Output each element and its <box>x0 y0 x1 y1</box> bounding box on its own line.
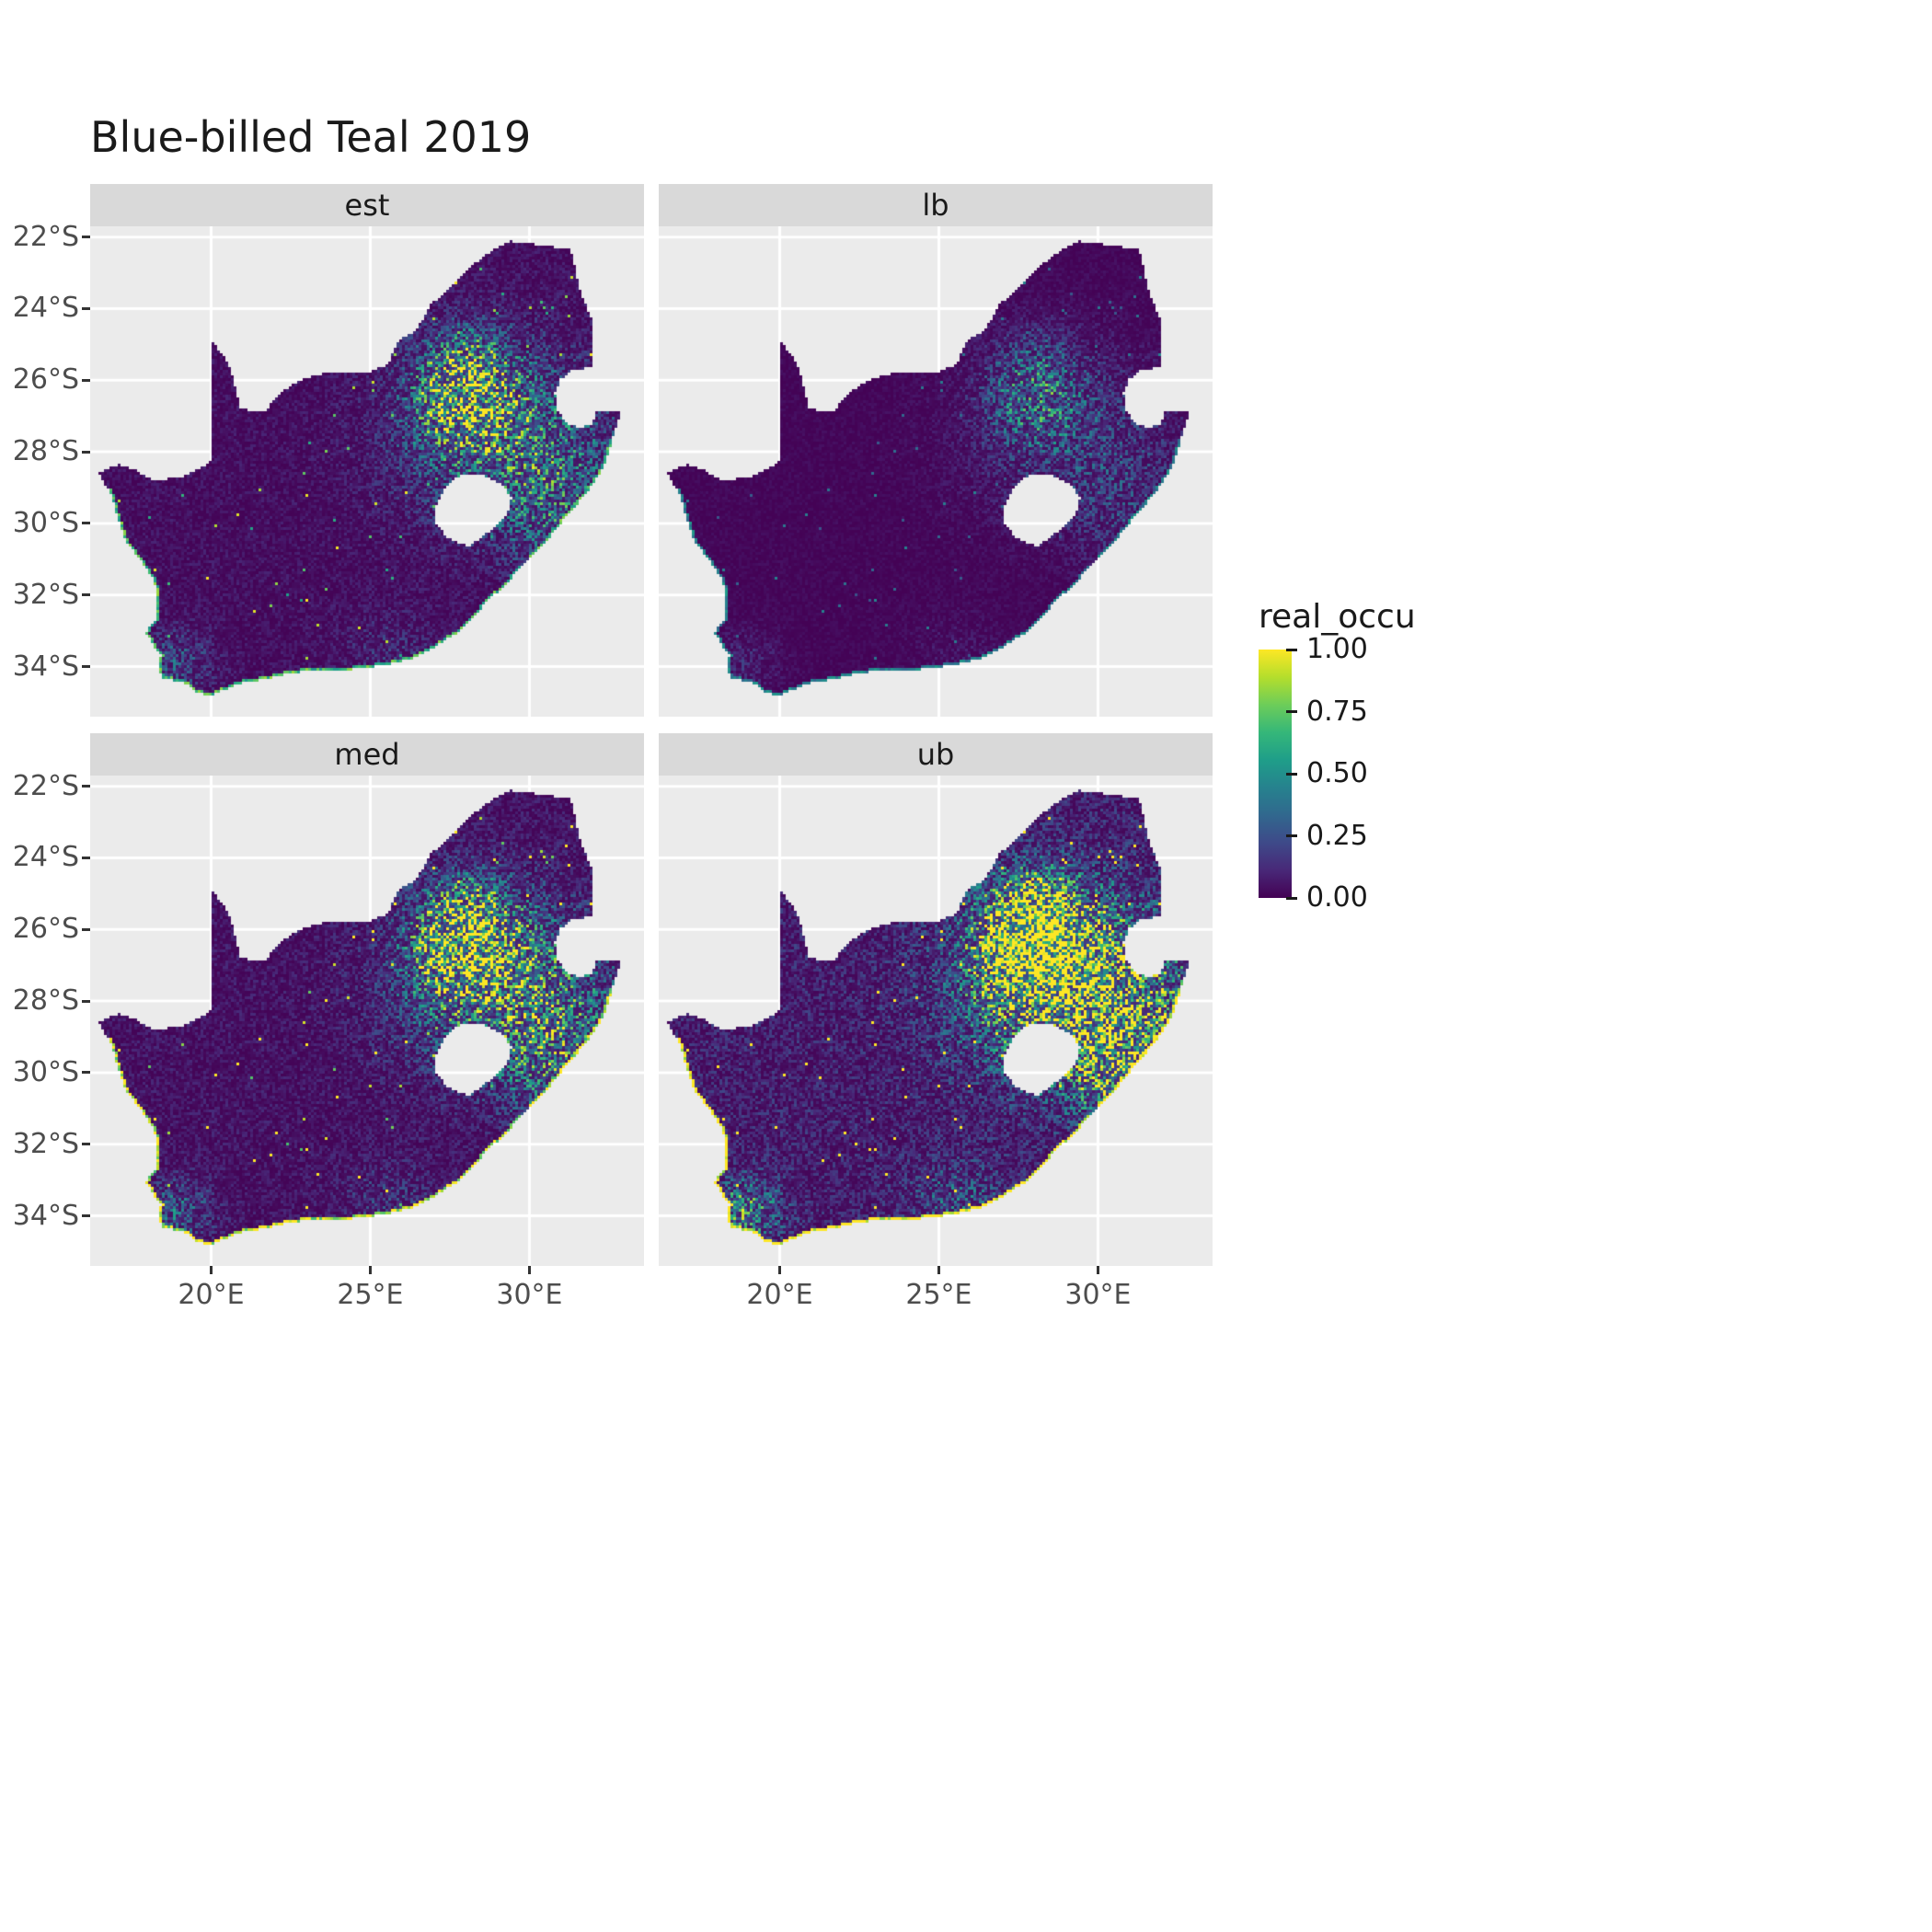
x-tick-mark <box>209 1266 213 1274</box>
facet-strip-label-ub: ub <box>916 737 955 772</box>
legend-tick-mark <box>1286 896 1297 900</box>
x-tick-label: 20°E <box>746 1279 813 1311</box>
y-tick-mark <box>82 856 90 859</box>
y-tick-label: 26°S <box>12 363 79 397</box>
x-tick-mark <box>1096 1266 1099 1274</box>
y-tick-mark <box>82 593 90 597</box>
y-tick-label: 22°S <box>12 220 79 253</box>
y-tick-label: 30°S <box>12 1055 79 1088</box>
y-tick-label: 22°S <box>12 769 79 802</box>
legend-label: 0.50 <box>1306 757 1368 789</box>
y-tick-label: 28°S <box>12 435 79 468</box>
facet-strip-ub: ub <box>659 733 1213 776</box>
y-tick-label: 24°S <box>12 292 79 325</box>
map-canvas-med <box>90 776 644 1266</box>
facet-strip-med: med <box>90 733 644 776</box>
y-tick-mark <box>82 999 90 1003</box>
map-panel-est <box>90 226 644 717</box>
y-tick-mark <box>82 450 90 454</box>
legend-title: real_occu <box>1259 598 1416 636</box>
facet-strip-label-med: med <box>334 737 400 772</box>
y-tick-mark <box>82 306 90 310</box>
y-tick-label: 26°S <box>12 913 79 946</box>
y-tick-label: 28°S <box>12 984 79 1018</box>
y-tick-label: 32°S <box>12 1127 79 1160</box>
legend-tick-mark <box>1286 648 1297 651</box>
map-panel-med <box>90 776 644 1266</box>
legend-label: 1.00 <box>1306 633 1368 665</box>
legend-label: 0.75 <box>1306 695 1368 728</box>
x-tick-mark <box>937 1266 940 1274</box>
map-panel-ub <box>659 776 1213 1266</box>
map-canvas-lb <box>659 226 1213 717</box>
facet-strip-label-lb: lb <box>922 188 949 223</box>
y-tick-mark <box>82 665 90 669</box>
y-tick-mark <box>82 236 90 239</box>
x-tick-label: 20°E <box>178 1279 245 1311</box>
x-tick-label: 30°E <box>1064 1279 1132 1311</box>
y-tick-mark <box>82 1214 90 1218</box>
legend-tick-mark <box>1286 772 1297 776</box>
x-tick-label: 30°E <box>496 1279 563 1311</box>
y-tick-label: 34°S <box>12 1199 79 1232</box>
y-tick-mark <box>82 378 90 382</box>
facet-strip-est: est <box>90 184 644 226</box>
y-tick-mark <box>82 785 90 788</box>
legend-label: 0.25 <box>1306 819 1368 852</box>
legend-tick-mark <box>1286 834 1297 837</box>
y-tick-label: 32°S <box>12 578 79 611</box>
legend-tick-mark <box>1286 710 1297 713</box>
legend-label: 0.00 <box>1306 881 1368 914</box>
facet-strip-lb: lb <box>659 184 1213 226</box>
y-tick-label: 24°S <box>12 841 79 874</box>
x-tick-label: 25°E <box>905 1279 972 1311</box>
y-tick-mark <box>82 927 90 931</box>
y-tick-label: 30°S <box>12 506 79 539</box>
plot-title: Blue-billed Teal 2019 <box>90 112 532 162</box>
x-tick-label: 25°E <box>337 1279 404 1311</box>
y-tick-mark <box>82 1071 90 1075</box>
y-tick-mark <box>82 522 90 525</box>
y-tick-label: 34°S <box>12 650 79 683</box>
map-canvas-est <box>90 226 644 717</box>
map-panel-lb <box>659 226 1213 717</box>
facet-strip-label-est: est <box>344 188 390 223</box>
map-canvas-ub <box>659 776 1213 1266</box>
x-tick-mark <box>368 1266 372 1274</box>
x-tick-mark <box>777 1266 781 1274</box>
x-tick-mark <box>527 1266 531 1274</box>
y-tick-mark <box>82 1143 90 1146</box>
